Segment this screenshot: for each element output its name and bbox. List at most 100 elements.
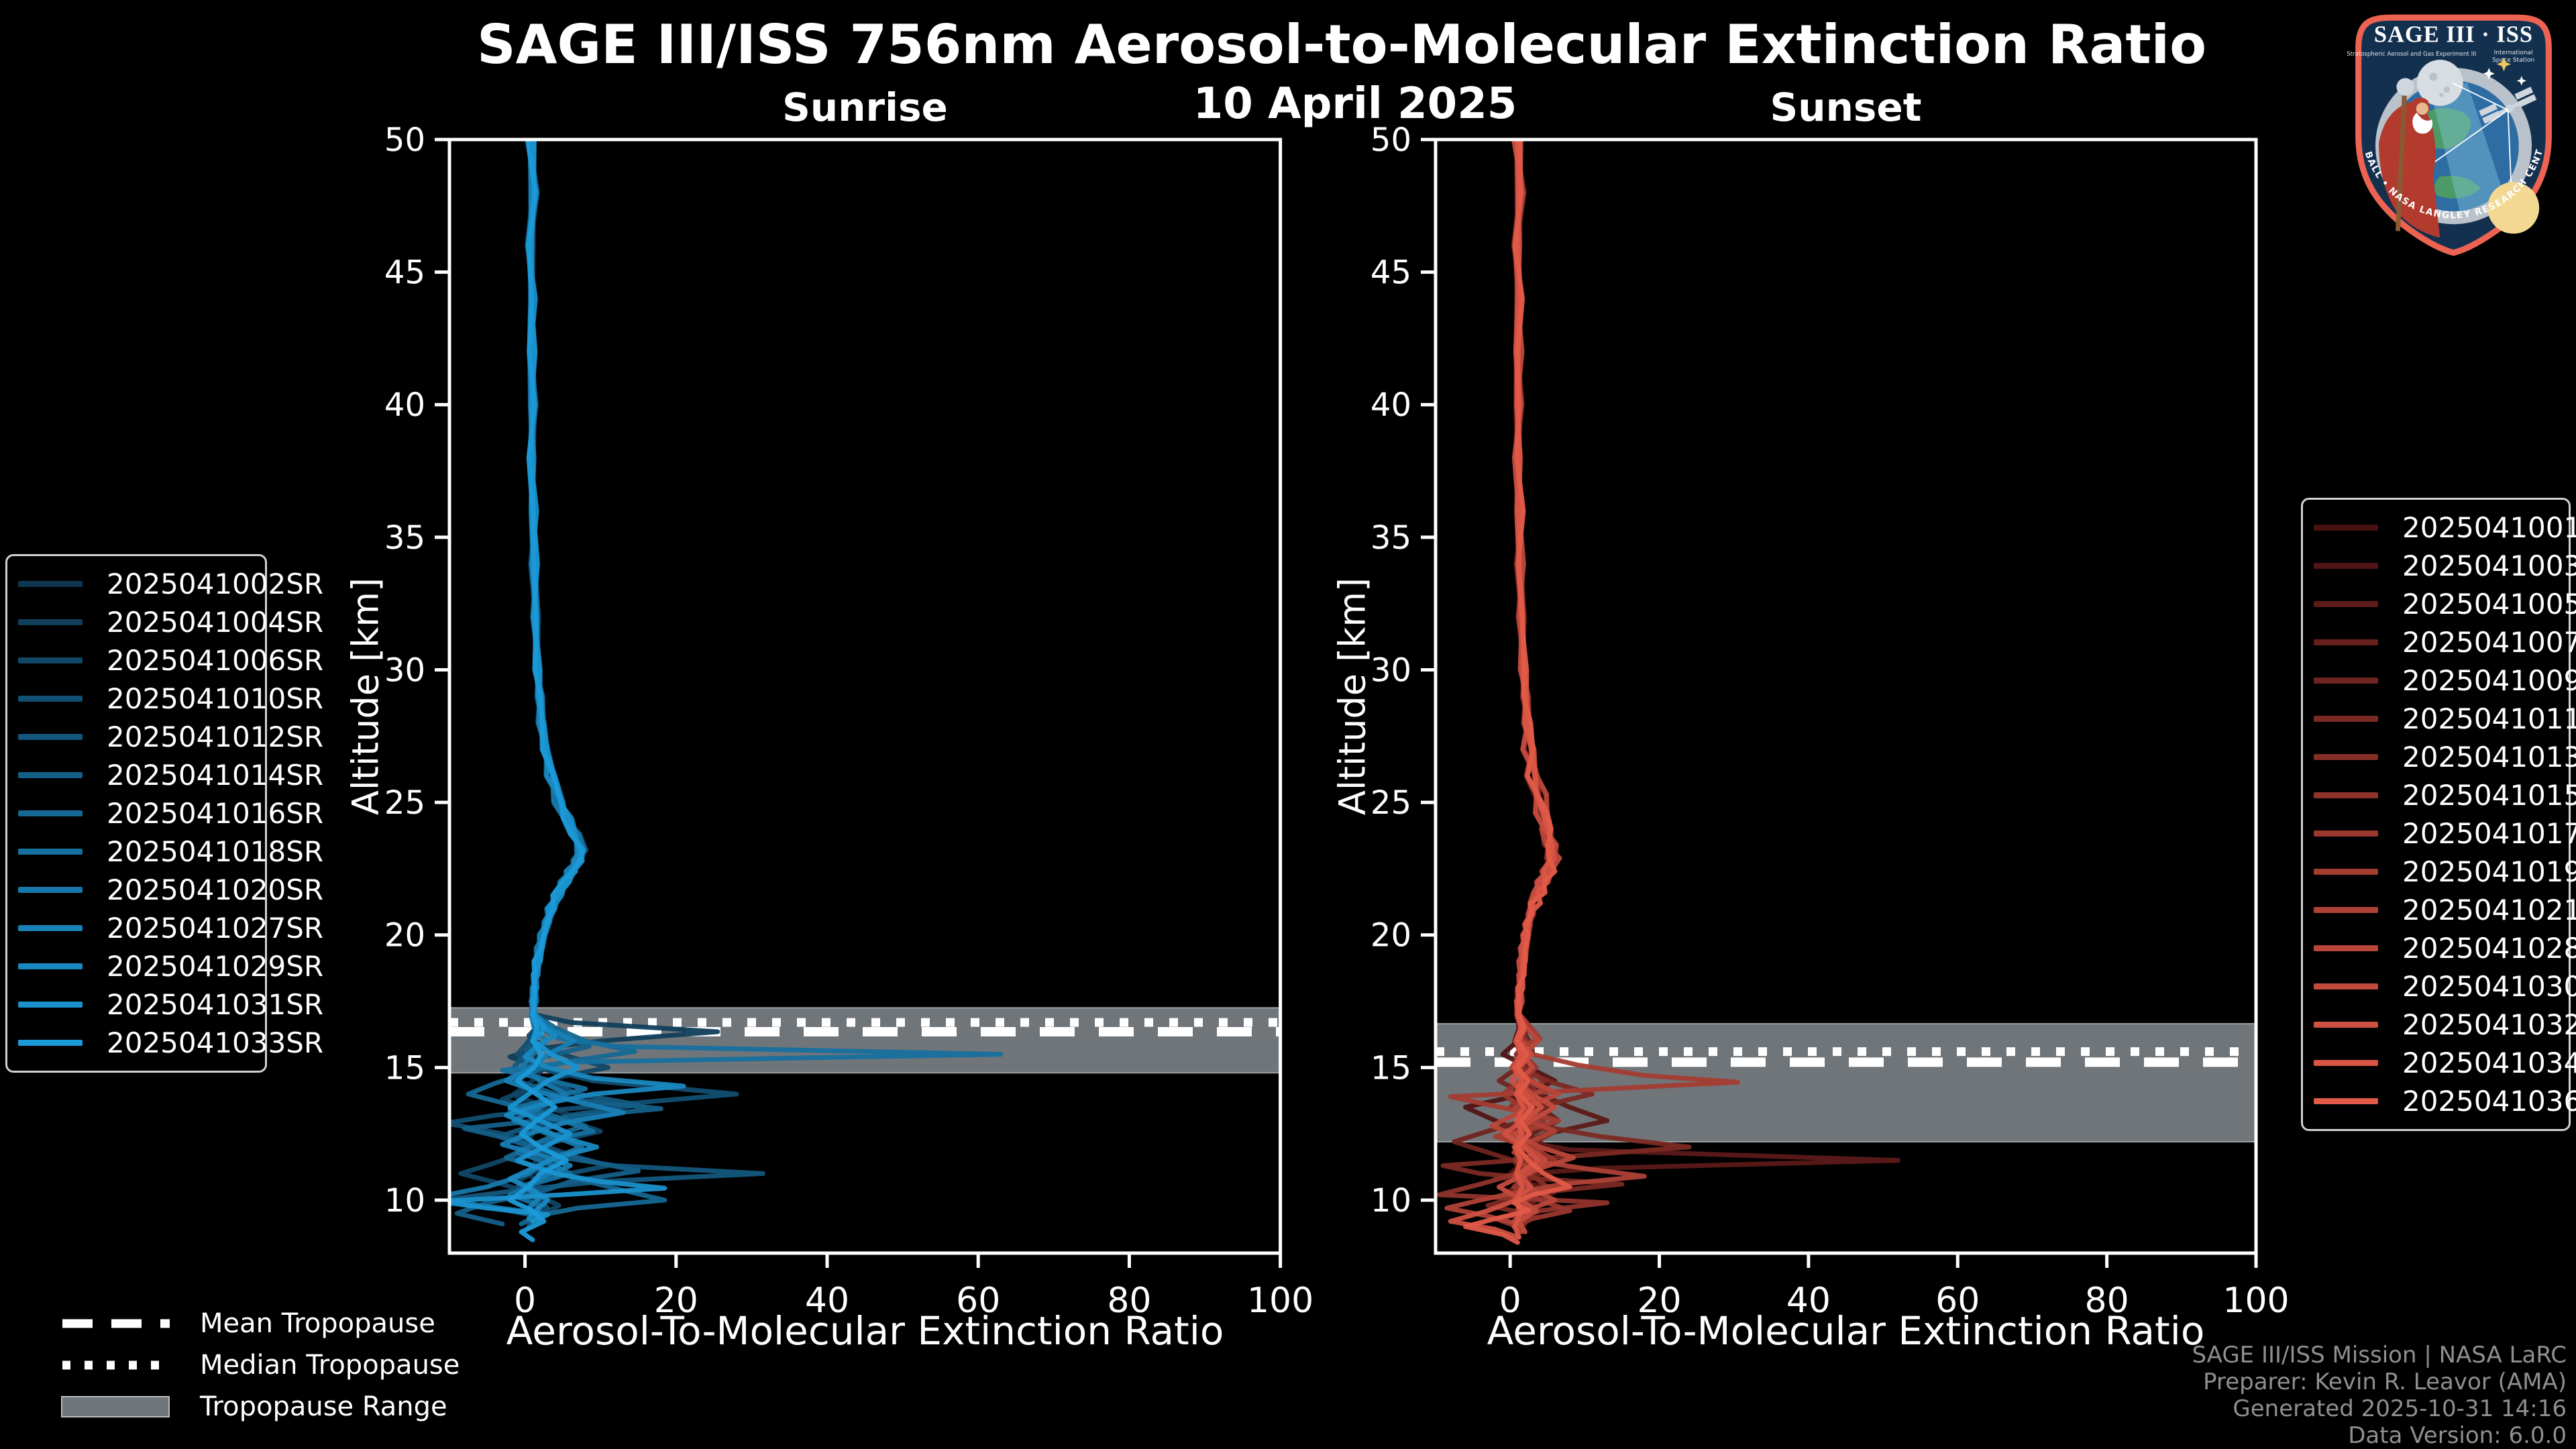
legend-item: 2025041003SS — [2314, 547, 2576, 585]
stars — [2483, 56, 2526, 86]
tropopause-legend-label: Mean Tropopause — [200, 1308, 435, 1339]
y-tick-label: 20 — [384, 917, 425, 955]
legend-label: 2025041030SS — [2402, 970, 2576, 1003]
legend-item: 2025041027SR — [18, 909, 323, 947]
y-tick-label: 15 — [384, 1049, 425, 1087]
legend-line-swatch — [18, 1040, 83, 1046]
legend-line-swatch — [2314, 1022, 2378, 1028]
dotted-line-swatch — [62, 1360, 170, 1370]
legend-line-swatch — [18, 696, 83, 702]
legend-item: 2025041005SS — [2314, 585, 2576, 623]
legend-label: 2025041014SR — [107, 759, 324, 792]
x-tick-label: 80 — [2085, 1281, 2129, 1321]
y-tick-label: 40 — [384, 386, 425, 424]
legend-item: 2025041011SS — [2314, 700, 2576, 738]
legend-line-swatch — [18, 657, 83, 663]
tropopause-legend-label: Median Tropopause — [200, 1350, 460, 1381]
y-tick-label: 35 — [384, 519, 425, 557]
tropopause-range-band — [1436, 1024, 2256, 1142]
sunrise-plot-area — [449, 140, 1281, 1242]
legend-label: 2025041020SR — [107, 873, 324, 906]
patch-title: SAGE III · ISS — [2374, 22, 2533, 48]
legend-line-swatch — [2314, 639, 2378, 645]
y-tick-label: 50 — [1371, 121, 1411, 159]
legend-label: 2025041029SR — [107, 950, 324, 983]
date-subtitle: 10 April 2025 — [1193, 79, 1517, 129]
legend-item: 2025041030SS — [2314, 967, 2576, 1006]
y-tick-label: 50 — [384, 121, 425, 159]
y-tick-label: 45 — [384, 254, 425, 292]
y-tick-label: 10 — [1371, 1182, 1411, 1220]
tropopause-legend-item-median: Median Tropopause — [59, 1344, 460, 1386]
legend-label: 2025041027SR — [107, 912, 324, 945]
legend-label: 2025041001SS — [2402, 511, 2576, 544]
legend-line-swatch — [2314, 716, 2378, 722]
y-tick-label: 10 — [384, 1182, 425, 1220]
legend-item: 2025041010SR — [18, 680, 323, 718]
patch-subtitle-left: Stratospheric Aerosol and Gas Experiment… — [2347, 51, 2476, 58]
tropopause-legend-label: Tropopause Range — [200, 1391, 447, 1422]
legend-line-swatch — [18, 887, 83, 893]
legend-label: 2025041036SS — [2402, 1085, 2576, 1118]
x-tick-label: 40 — [1786, 1281, 1831, 1321]
legend-item: 2025041019SS — [2314, 853, 2576, 891]
legend-item: 2025041012SR — [18, 718, 323, 756]
legend-line-swatch — [2314, 525, 2378, 531]
legend-line-swatch — [18, 1002, 83, 1008]
axes-frame — [447, 138, 1283, 1255]
x-tick-label: 100 — [1247, 1281, 1313, 1321]
legend-item: 2025041033SR — [18, 1024, 323, 1062]
legend-label: 2025041032SS — [2402, 1008, 2576, 1041]
legend-label: 2025041033SR — [107, 1026, 324, 1059]
legend-line-swatch — [18, 925, 83, 931]
legend-line-swatch — [2314, 945, 2378, 951]
footer-line-preparer: Preparer: Kevin R. Leavor (AMA) — [2203, 1368, 2567, 1395]
legend-line-swatch — [2314, 792, 2378, 798]
sun-icon — [2487, 182, 2540, 234]
footer-line-version: Data Version: 6.0.0 — [2348, 1422, 2567, 1449]
moon-crater — [2429, 72, 2438, 81]
y-tick-label: 30 — [1371, 651, 1411, 689]
legend-label: 2025041019SS — [2402, 855, 2576, 888]
legend-label: 2025041010SR — [107, 682, 324, 715]
legend-label: 2025041031SR — [107, 988, 324, 1021]
footer-line-generated: Generated 2025-10-31 14:16 — [2233, 1395, 2567, 1422]
legend-line-swatch — [2314, 601, 2378, 607]
moon-crater — [2443, 87, 2450, 93]
legend-item: 2025041034SS — [2314, 1044, 2576, 1082]
legend-line-swatch — [18, 581, 83, 587]
legend-line-swatch — [2314, 754, 2378, 760]
legend-item: 2025041002SR — [18, 565, 323, 603]
legend-label: 2025041016SR — [107, 797, 324, 830]
iss-icon — [2479, 87, 2537, 124]
x-tick-label: 60 — [956, 1281, 1000, 1321]
axes-frame — [1434, 138, 2258, 1255]
legend-item: 2025041014SR — [18, 756, 323, 794]
profile-line-2025041036SS — [1463, 140, 1572, 1245]
legend-label: 2025041013SS — [2402, 741, 2576, 773]
legend-item: 2025041009SS — [2314, 661, 2576, 700]
legend-item: 2025041013SS — [2314, 738, 2576, 776]
y-tick-label: 25 — [1371, 784, 1411, 822]
page-title: SAGE III/ISS 756nm Aerosol-to-Molecular … — [476, 13, 2207, 76]
robed-figure — [2379, 78, 2440, 238]
legend-label: 2025041011SS — [2402, 702, 2576, 735]
legend-item: 2025041018SR — [18, 833, 323, 871]
gray-band-swatch — [61, 1396, 170, 1417]
sunset-legend: 2025041001SS 2025041003SS 2025041005SS 2025… — [2301, 498, 2576, 1131]
legend-label: 2025041004SR — [107, 606, 324, 639]
legend-line-swatch — [2314, 907, 2378, 913]
y-tick-label: 30 — [384, 651, 425, 689]
legend-line-swatch — [2314, 1098, 2378, 1104]
legend-label: 2025041012SR — [107, 720, 324, 753]
sunrise-panel-title: Sunrise — [782, 85, 948, 130]
legend-item: 2025041020SR — [18, 871, 323, 909]
legend-item: 2025041031SR — [18, 985, 323, 1024]
y-tick-label: 20 — [1371, 917, 1411, 955]
tropopause-legend-item-mean: Mean Tropopause — [59, 1303, 460, 1344]
x-tick-label: 80 — [1107, 1281, 1151, 1321]
legend-line-swatch — [18, 734, 83, 740]
y-tick-label: 35 — [1371, 519, 1411, 557]
